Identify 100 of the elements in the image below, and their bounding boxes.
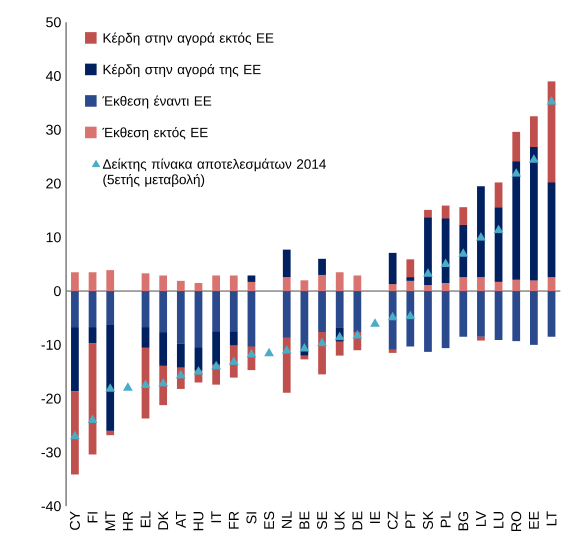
bar xyxy=(300,280,308,292)
x-tick-label: BG xyxy=(458,512,468,530)
bar xyxy=(300,291,308,348)
x-tick-label: IT xyxy=(211,511,222,522)
bar xyxy=(494,182,502,208)
point xyxy=(211,361,221,370)
legend-label: Κέρδη στην αγορά εκτός ΕΕ xyxy=(104,32,274,46)
bar xyxy=(442,283,450,292)
bar xyxy=(406,277,414,282)
bar xyxy=(88,291,96,328)
bar xyxy=(106,431,114,436)
bar xyxy=(512,280,520,292)
point xyxy=(176,370,186,379)
bar xyxy=(494,207,502,282)
x-tick-label: SE xyxy=(317,512,328,530)
bar xyxy=(494,282,502,292)
point xyxy=(458,248,468,257)
bar xyxy=(477,277,485,292)
bar xyxy=(194,291,202,348)
point xyxy=(334,332,344,340)
x-tick-label: LV xyxy=(476,511,486,526)
point xyxy=(194,366,204,375)
point xyxy=(140,380,150,388)
bar xyxy=(282,250,291,278)
x-tick-label: BE xyxy=(300,512,310,529)
bar xyxy=(459,291,468,337)
point xyxy=(282,346,292,354)
y-tick-label: 0 xyxy=(54,286,61,296)
bar xyxy=(424,285,432,292)
bar xyxy=(494,291,502,340)
x-tick-label: EE xyxy=(529,512,539,529)
bar xyxy=(142,274,150,292)
x-tick-label: MT xyxy=(105,511,116,530)
x-tick-label: FI xyxy=(88,512,98,523)
bar xyxy=(336,291,344,328)
bar xyxy=(71,327,79,392)
bar xyxy=(248,291,256,347)
bar xyxy=(459,207,468,226)
bar xyxy=(530,280,538,292)
y-tick-label: -10 xyxy=(41,340,61,350)
bar xyxy=(212,332,220,365)
y-tick-label: 30 xyxy=(46,124,61,135)
x-tick-label: HU xyxy=(194,512,204,530)
bar xyxy=(71,291,79,328)
bar xyxy=(512,291,520,342)
bar xyxy=(353,291,362,332)
point xyxy=(476,232,486,241)
point xyxy=(106,384,115,392)
x-tick-label: CZ xyxy=(388,512,398,530)
bar xyxy=(318,275,326,292)
legend-label: Δείκτης πίνακα αποτελεσμάτων 2014 (5ετής μεταβολή) xyxy=(102,158,326,188)
bar xyxy=(477,186,485,278)
point xyxy=(529,154,539,163)
x-tick-label: LU xyxy=(494,512,504,528)
point xyxy=(123,382,133,391)
point xyxy=(246,349,256,358)
point xyxy=(88,414,98,424)
bar xyxy=(142,291,150,328)
legend-label: Έκθεση εκτός ΕΕ xyxy=(102,127,208,140)
bar xyxy=(459,277,468,292)
bar xyxy=(106,270,114,292)
point xyxy=(423,268,433,277)
bar xyxy=(106,325,114,432)
x-tick-label: IE xyxy=(370,512,380,524)
x-tick-label: NL xyxy=(282,512,292,528)
bar xyxy=(548,82,556,183)
legend-label: Κέρδη στην αγορά της ΕΕ xyxy=(104,64,261,78)
point xyxy=(300,343,310,352)
point xyxy=(512,168,521,177)
bar xyxy=(248,282,256,292)
y-tick-label: -20 xyxy=(41,394,61,404)
point xyxy=(370,318,380,327)
bar xyxy=(530,116,538,148)
bar xyxy=(353,276,362,292)
bar xyxy=(248,276,256,282)
bar xyxy=(230,291,238,332)
point xyxy=(440,258,450,268)
bar xyxy=(176,281,185,292)
x-tick-label: DK xyxy=(158,511,168,530)
bar xyxy=(318,258,326,276)
legend-label: Έκθεση έναντι ΕΕ xyxy=(102,96,212,109)
bar xyxy=(282,277,291,292)
x-tick-label: HR xyxy=(123,512,133,530)
bar xyxy=(512,132,520,162)
x-tick-label: LT xyxy=(546,511,556,526)
bar xyxy=(424,210,432,218)
x-tick-label: DE xyxy=(352,512,362,530)
x-tick-label: SI xyxy=(246,512,256,524)
bar xyxy=(406,281,414,292)
point xyxy=(317,338,327,346)
x-tick-label: UK xyxy=(334,511,345,530)
bar xyxy=(142,348,150,419)
bar xyxy=(548,277,556,292)
point xyxy=(158,378,168,387)
point xyxy=(352,330,362,339)
y-tick-label: 40 xyxy=(46,71,61,82)
point xyxy=(388,312,398,320)
bar xyxy=(88,272,96,292)
bar xyxy=(442,291,450,348)
bar xyxy=(300,356,308,360)
